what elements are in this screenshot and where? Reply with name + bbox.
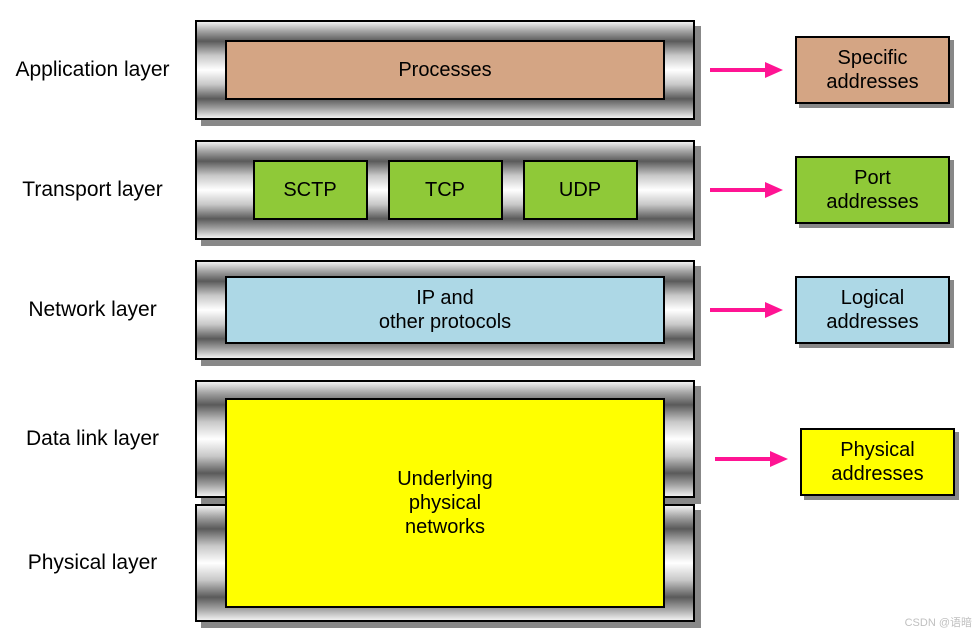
physical-addresses-box: Physical addresses xyxy=(800,428,955,496)
specific-addresses-box: Specific addresses xyxy=(795,36,950,104)
application-bar: Processes xyxy=(195,20,695,120)
transport-bar: SCTP TCP UDP xyxy=(195,140,695,240)
ip-box: IP and other protocols xyxy=(225,276,665,344)
physical-label: Physical layer xyxy=(0,551,185,575)
application-label: Application layer xyxy=(0,58,185,82)
network-row: Network layer IP and other protocols Log… xyxy=(0,260,980,360)
processes-text: Processes xyxy=(398,58,491,82)
port-addresses-text: Port addresses xyxy=(826,166,918,214)
application-arrow xyxy=(695,60,795,80)
tcp-box: TCP xyxy=(388,160,503,220)
processes-box: Processes xyxy=(225,40,665,100)
underlying-networks-box: Underlying physical networks xyxy=(225,398,665,608)
udp-text: UDP xyxy=(559,178,601,202)
port-addresses-box: Port addresses xyxy=(795,156,950,224)
sctp-box: SCTP xyxy=(253,160,368,220)
physical-addresses-text: Physical addresses xyxy=(831,438,923,486)
tcp-text: TCP xyxy=(425,178,465,202)
logical-addresses-box: Logical addresses xyxy=(795,276,950,344)
physical-arrow xyxy=(700,449,800,469)
underlying-networks-text: Underlying physical networks xyxy=(397,467,493,539)
network-bar: IP and other protocols xyxy=(195,260,695,360)
datalink-label: Data link layer xyxy=(0,427,185,451)
network-arrow xyxy=(695,300,795,320)
watermark: CSDN @语暗 xyxy=(905,614,972,630)
sctp-text: SCTP xyxy=(283,178,336,202)
transport-row: Transport layer SCTP TCP UDP Port addres… xyxy=(0,140,980,240)
ip-text: IP and other protocols xyxy=(379,286,511,334)
transport-label: Transport layer xyxy=(0,178,185,202)
udp-box: UDP xyxy=(523,160,638,220)
network-label: Network layer xyxy=(0,298,185,322)
logical-addresses-text: Logical addresses xyxy=(826,286,918,334)
transport-arrow xyxy=(695,180,795,200)
application-row: Application layer Processes Specific add… xyxy=(0,20,980,120)
specific-addresses-text: Specific addresses xyxy=(826,46,918,94)
